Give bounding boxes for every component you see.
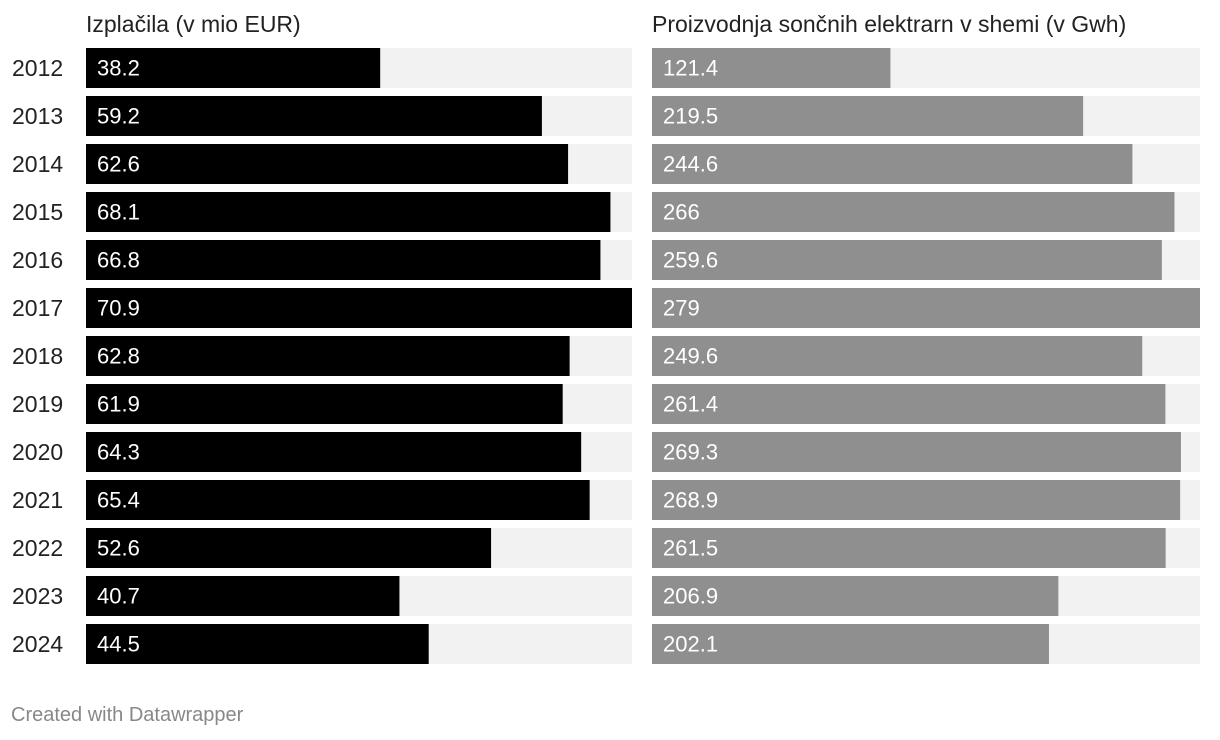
value-label: 261.4 [663, 392, 718, 417]
bar [86, 144, 569, 184]
value-label: 52.6 [97, 536, 140, 561]
value-label: 65.4 [97, 488, 140, 513]
value-label: 61.9 [97, 392, 140, 417]
value-label: 62.6 [97, 152, 140, 177]
bar [86, 624, 429, 664]
year-label: 2016 [12, 247, 63, 273]
bar [652, 432, 1181, 472]
panel-title: Izplačila (v mio EUR) [86, 11, 301, 37]
value-label: 249.6 [663, 344, 718, 369]
value-label: 38.2 [97, 56, 140, 81]
bar [652, 144, 1133, 184]
value-label: 40.7 [97, 584, 140, 609]
bar [652, 336, 1143, 376]
value-label: 121.4 [663, 56, 718, 81]
bar [86, 384, 563, 424]
year-label: 2018 [12, 343, 63, 369]
bar [86, 288, 632, 328]
value-label: 266 [663, 200, 700, 225]
year-label: 2014 [12, 151, 63, 177]
value-label: 202.1 [663, 632, 718, 657]
bar [652, 288, 1200, 328]
bar [86, 48, 381, 88]
value-label: 259.6 [663, 248, 718, 273]
panel-title: Proizvodnja sončnih elektrarn v shemi (v… [652, 11, 1126, 37]
value-label: 59.2 [97, 104, 140, 129]
value-label: 244.6 [663, 152, 718, 177]
bar [652, 48, 891, 88]
bar [86, 336, 570, 376]
year-label: 2015 [12, 199, 63, 225]
year-label: 2013 [12, 103, 63, 129]
value-label: 269.3 [663, 440, 718, 465]
year-label: 2022 [12, 535, 63, 561]
value-label: 68.1 [97, 200, 140, 225]
year-label: 2024 [12, 631, 63, 657]
value-label: 261.5 [663, 536, 718, 561]
year-label: 2017 [12, 295, 63, 321]
value-label: 206.9 [663, 584, 718, 609]
bar [86, 240, 601, 280]
bar [652, 192, 1175, 232]
panel-1: Izplačila (v mio EUR) 38.2 59.2 62.6 68.1 66.… [86, 11, 632, 664]
bar [86, 576, 400, 616]
datawrapper-credit[interactable]: Created with Datawrapper [11, 704, 244, 726]
bar [652, 480, 1181, 520]
value-label: 70.9 [97, 296, 140, 321]
value-label: 44.5 [97, 632, 140, 657]
year-label: 2019 [12, 391, 63, 417]
bar [652, 528, 1166, 568]
bar [652, 240, 1162, 280]
bar [652, 624, 1049, 664]
bar [86, 480, 590, 520]
value-label: 66.8 [97, 248, 140, 273]
bar [86, 96, 542, 136]
value-label: 62.8 [97, 344, 140, 369]
bar [86, 192, 611, 232]
year-label: 2020 [12, 439, 63, 465]
year-label: 2021 [12, 487, 63, 513]
year-label: 2012 [12, 55, 63, 81]
value-label: 64.3 [97, 440, 140, 465]
bar-chart: 2012 2013 2014 2015 2016 2017 2018 2019 2020 2021… [12, 11, 1200, 664]
bar [652, 576, 1059, 616]
bar [652, 96, 1084, 136]
value-label: 279 [663, 296, 700, 321]
bar [86, 528, 492, 568]
year-label: 2023 [12, 583, 63, 609]
bar [86, 432, 582, 472]
panel-2: Proizvodnja sončnih elektrarn v shemi (v… [652, 11, 1200, 664]
value-label: 268.9 [663, 488, 718, 513]
bar [652, 384, 1166, 424]
value-label: 219.5 [663, 104, 718, 129]
